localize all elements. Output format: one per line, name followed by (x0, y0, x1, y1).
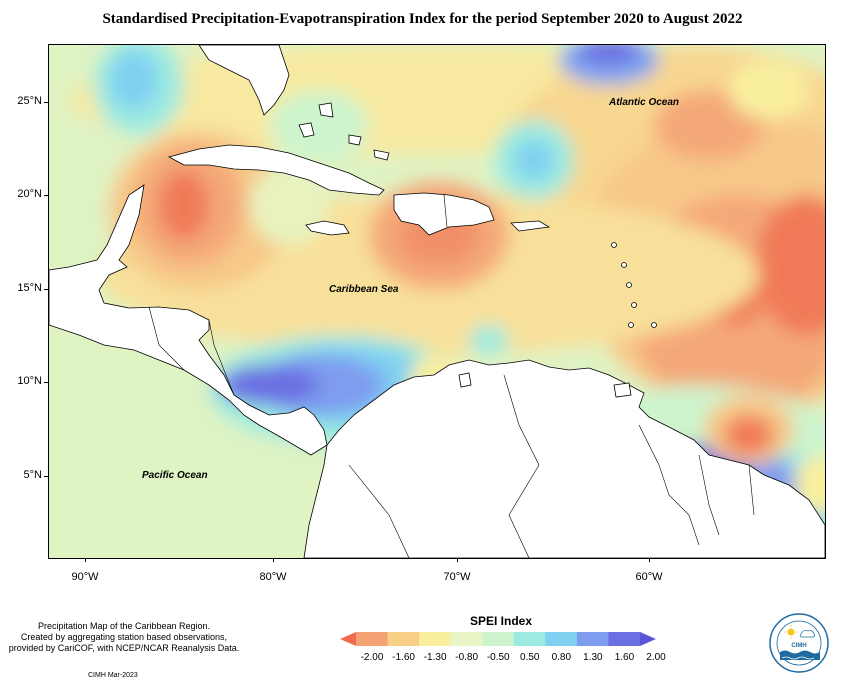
legend-color-cell (482, 632, 515, 646)
legend-color-cell (340, 632, 356, 646)
country-borders (148, 194, 755, 558)
legend-tick-label: -1.60 (392, 652, 415, 663)
legend-color-cell (545, 632, 578, 646)
legend-color-cell (576, 632, 609, 646)
legend-tick-label: 0.50 (520, 652, 540, 663)
caption-line-3: provided by CariCOF, with NCEP/NCAR Rean… (8, 643, 240, 653)
map-title: Standardised Precipitation-Evapotranspir… (102, 11, 743, 27)
lon-label-80w: 80°W (259, 571, 287, 583)
lat-tick (44, 382, 48, 383)
legend-tick-label: 0.80 (551, 652, 572, 663)
legend-color-cell (387, 632, 420, 646)
lon-label-60w: 60°W (635, 571, 663, 583)
legend-color-cell (608, 632, 641, 646)
legend-tick-label: -0.50 (486, 652, 510, 663)
legend-tick-label: -0.80 (455, 652, 479, 663)
lat-tick (44, 102, 48, 103)
lon-tick (457, 558, 458, 562)
legend-color-cell (419, 632, 452, 646)
spei-contours (49, 45, 825, 558)
legend-color-cell (356, 632, 389, 646)
legend-colorbar (340, 632, 656, 646)
credit-text: CIMH Mar-2023 (88, 672, 138, 679)
lat-tick (44, 476, 48, 477)
atlantic-ocean-label: Atlantic Ocean (609, 97, 680, 108)
legend-tick-label: 1.30 (583, 652, 603, 663)
legend-color-cell (450, 632, 483, 646)
caption-line-1: Precipitation Map of the Caribbean Regio… (37, 621, 211, 631)
legend-tick-label: -2.00 (360, 652, 384, 663)
legend-tick-label: -1.30 (423, 652, 447, 663)
lat-label-20n: 20°N (17, 188, 42, 200)
legend-color-cell (640, 632, 656, 646)
lat-tick (44, 195, 48, 196)
legend-tick-label: 1.60 (614, 652, 635, 663)
logo-text: CIMH (791, 643, 806, 649)
lat-label-10n: 10°N (17, 375, 42, 387)
legend-color-cell (513, 632, 546, 646)
pacific-ocean-label: Pacific Ocean (142, 470, 208, 481)
cimh-logo: CIMH (769, 613, 829, 673)
lon-tick (273, 558, 274, 562)
caribbean-sea-label: Caribbean Sea (329, 284, 399, 295)
legend-tick-label: 2.00 (646, 652, 666, 663)
spei-map: Atlantic Ocean Caribbean Sea Pacific Oce… (48, 44, 826, 559)
legend-title: SPEI Index (470, 614, 533, 628)
map-caption: Precipitation Map of the Caribbean Regio… (6, 621, 242, 654)
lat-tick (44, 289, 48, 290)
lat-label-25n: 25°N (17, 95, 42, 107)
lon-tick (649, 558, 650, 562)
lon-tick (85, 558, 86, 562)
lon-label-90w: 90°W (71, 571, 99, 583)
lat-label-15n: 15°N (17, 282, 42, 294)
lat-label-5n: 5°N (23, 469, 42, 481)
caption-line-2: Created by aggregating station based obs… (20, 632, 228, 642)
land-masses (49, 45, 825, 558)
lon-label-70w: 70°W (443, 571, 471, 583)
spei-contour-map (49, 45, 825, 558)
